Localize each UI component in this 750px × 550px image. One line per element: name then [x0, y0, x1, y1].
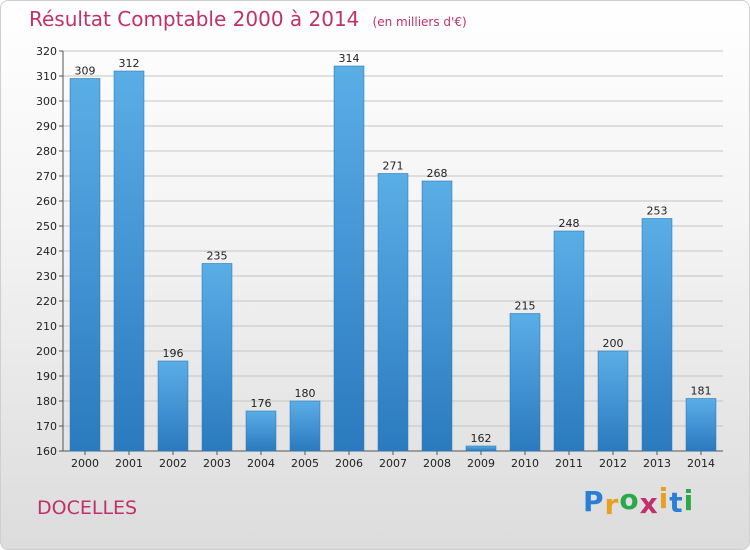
value-label-2009: 162	[471, 432, 492, 445]
value-labels: 309 312 196 235 176 180 314 271 268 162 215 248 200 2…	[75, 52, 712, 445]
y-tick-label: 300	[36, 95, 57, 108]
x-tick-label: 2002	[159, 457, 187, 470]
x-tick-label: 2013	[643, 457, 671, 470]
y-tick-label: 190	[36, 370, 57, 383]
logo-letter: x	[639, 487, 659, 520]
logo-letter: i	[683, 484, 695, 517]
value-label-2007: 271	[383, 160, 404, 173]
logo-letter: i	[658, 482, 670, 515]
x-tick-label: 2005	[291, 457, 319, 470]
bar-2009	[465, 445, 497, 452]
y-tick-label: 250	[36, 220, 57, 233]
x-tick-label: 2003	[203, 457, 231, 470]
y-tick-label: 280	[36, 145, 57, 158]
y-tick-label: 260	[36, 195, 57, 208]
logo-letter: P	[583, 485, 605, 518]
city-name: DOCELLES	[37, 497, 138, 519]
bar-2012	[597, 350, 629, 452]
y-tick-label: 210	[36, 320, 57, 333]
y-tick-label: 310	[36, 70, 57, 83]
bar-2011	[553, 230, 585, 452]
logo-letter: o	[619, 483, 640, 516]
bar-2001	[113, 70, 145, 452]
y-tick-label: 160	[36, 445, 57, 458]
value-label-2012: 200	[603, 337, 624, 350]
value-label-2003: 235	[207, 250, 228, 263]
bar-2006	[333, 65, 365, 452]
value-label-2004: 176	[251, 397, 272, 410]
x-tick-label: 2001	[115, 457, 143, 470]
bar-2000	[69, 78, 101, 452]
chart-subtitle: (en milliers d'€)	[372, 15, 467, 29]
x-tick-label: 2000	[71, 457, 99, 470]
value-label-2010: 215	[515, 300, 536, 313]
bar-2005	[289, 400, 321, 452]
bar-2007	[377, 173, 409, 452]
x-tick-label: 2014	[687, 457, 715, 470]
x-tick-label: 2004	[247, 457, 275, 470]
x-tick-label: 2006	[335, 457, 363, 470]
value-label-2013: 253	[647, 205, 668, 218]
proxiti-logo[interactable]: Proxiti	[583, 482, 703, 525]
bar-2008	[421, 180, 453, 452]
y-tick-label: 170	[36, 420, 57, 433]
x-tick-label: 2012	[599, 457, 627, 470]
chart-title-text: Résultat Comptable 2000 à 2014	[29, 7, 360, 31]
x-tick-label: 2007	[379, 457, 407, 470]
y-tick-label: 320	[36, 45, 57, 58]
y-tick-label: 290	[36, 120, 57, 133]
chart-title: Résultat Comptable 2000 à 2014 (en milli…	[29, 7, 467, 31]
bars	[69, 65, 717, 452]
value-label-2014: 181	[691, 385, 712, 398]
y-tick-label: 240	[36, 245, 57, 258]
value-label-2002: 196	[163, 347, 184, 360]
bar-2003	[201, 263, 233, 452]
value-label-2011: 248	[559, 217, 580, 230]
y-tick-label: 270	[36, 170, 57, 183]
value-label-2008: 268	[427, 167, 448, 180]
logo-letter: r	[604, 488, 620, 521]
value-label-2001: 312	[119, 57, 140, 70]
x-tick-label: 2009	[467, 457, 495, 470]
bar-2004	[245, 410, 277, 452]
y-tick-label: 200	[36, 345, 57, 358]
x-tick-label: 2008	[423, 457, 451, 470]
bar-2013	[641, 218, 673, 452]
y-tick-label: 220	[36, 295, 57, 308]
x-tick-label: 2011	[555, 457, 583, 470]
logo-letter: t	[669, 486, 684, 519]
bar-2002	[157, 360, 189, 452]
x-tick-label: 2010	[511, 457, 539, 470]
value-label-2006: 314	[339, 52, 360, 65]
value-label-2005: 180	[295, 387, 316, 400]
y-tick-label: 180	[36, 395, 57, 408]
bar-2010	[509, 313, 541, 452]
value-label-2000: 309	[75, 65, 96, 78]
y-tick-label: 230	[36, 270, 57, 283]
bar-2014	[685, 398, 717, 452]
